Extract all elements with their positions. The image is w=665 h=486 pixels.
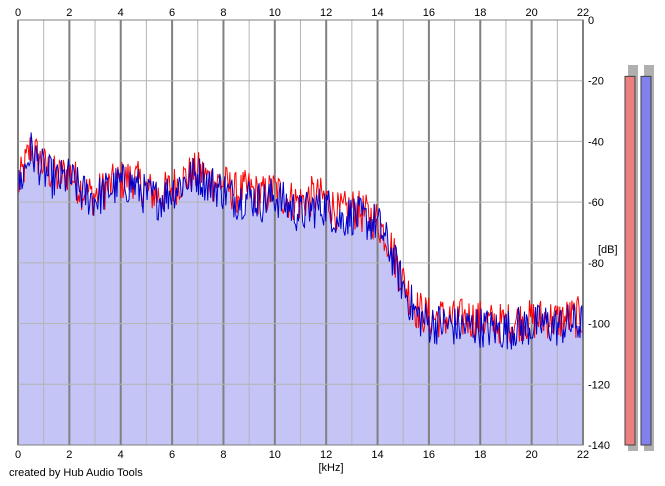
x-tick-label-bottom: 18 (474, 449, 486, 461)
x-tick-labels-top: 0 2 4 6 8 10 12 14 16 18 20 22 (15, 7, 589, 19)
x-tick-label-bottom: 8 (220, 449, 226, 461)
y-tick-label: 0 (588, 15, 594, 27)
x-tick-label-top: 22 (577, 7, 589, 19)
x-tick-label-bottom: 16 (423, 449, 435, 461)
plot-frame (17, 19, 584, 446)
x-tick-label-top: 20 (526, 7, 538, 19)
x-tick-label-bottom: 12 (320, 449, 332, 461)
x-tick-label-bottom: 14 (371, 449, 383, 461)
left-level-meter (624, 75, 636, 446)
x-tick-labels-bottom: 0 2 4 6 8 10 12 14 16 18 20 22 (15, 449, 589, 461)
x-tick-label-bottom: 4 (118, 449, 124, 461)
x-tick-label-top: 8 (220, 7, 226, 19)
y-tick-label: -140 (588, 440, 610, 452)
x-tick-label-bottom: 22 (577, 449, 589, 461)
x-tick-label-top: 0 (15, 7, 21, 19)
y-tick-label: -20 (588, 76, 604, 88)
x-tick-label-top: 10 (269, 7, 281, 19)
x-tick-label-bottom: 6 (169, 449, 175, 461)
x-tick-label-top: 16 (423, 7, 435, 19)
x-tick-label-top: 14 (371, 7, 383, 19)
y-tick-labels: 0 -20 -40 -60 -80 -100 -120 -140 (588, 15, 610, 452)
x-tick-label-top: 12 (320, 7, 332, 19)
x-tick-label-top: 6 (169, 7, 175, 19)
y-tick-label: -40 (588, 136, 604, 148)
y-tick-label: -60 (588, 197, 604, 209)
x-tick-label-top: 4 (118, 7, 124, 19)
y-tick-label: -100 (588, 319, 610, 331)
x-tick-label-bottom: 0 (15, 449, 21, 461)
blue-channel-line (17, 132, 584, 350)
x-tick-label-bottom: 10 (269, 449, 281, 461)
y-tick-label: -80 (588, 258, 604, 270)
y-tick-label: -120 (588, 379, 610, 391)
red-channel-line (17, 137, 584, 344)
x-tick-label-top: 2 (66, 7, 72, 19)
credit-text: created by Hub Audio Tools (9, 467, 143, 479)
level-meters (624, 65, 654, 451)
y-axis-label: [dB] (598, 244, 618, 256)
x-axis-label: [kHz] (318, 462, 343, 474)
x-tick-label-top: 18 (474, 7, 486, 19)
x-tick-label-bottom: 20 (526, 449, 538, 461)
right-level-meter (640, 75, 652, 446)
x-tick-label-bottom: 2 (66, 449, 72, 461)
